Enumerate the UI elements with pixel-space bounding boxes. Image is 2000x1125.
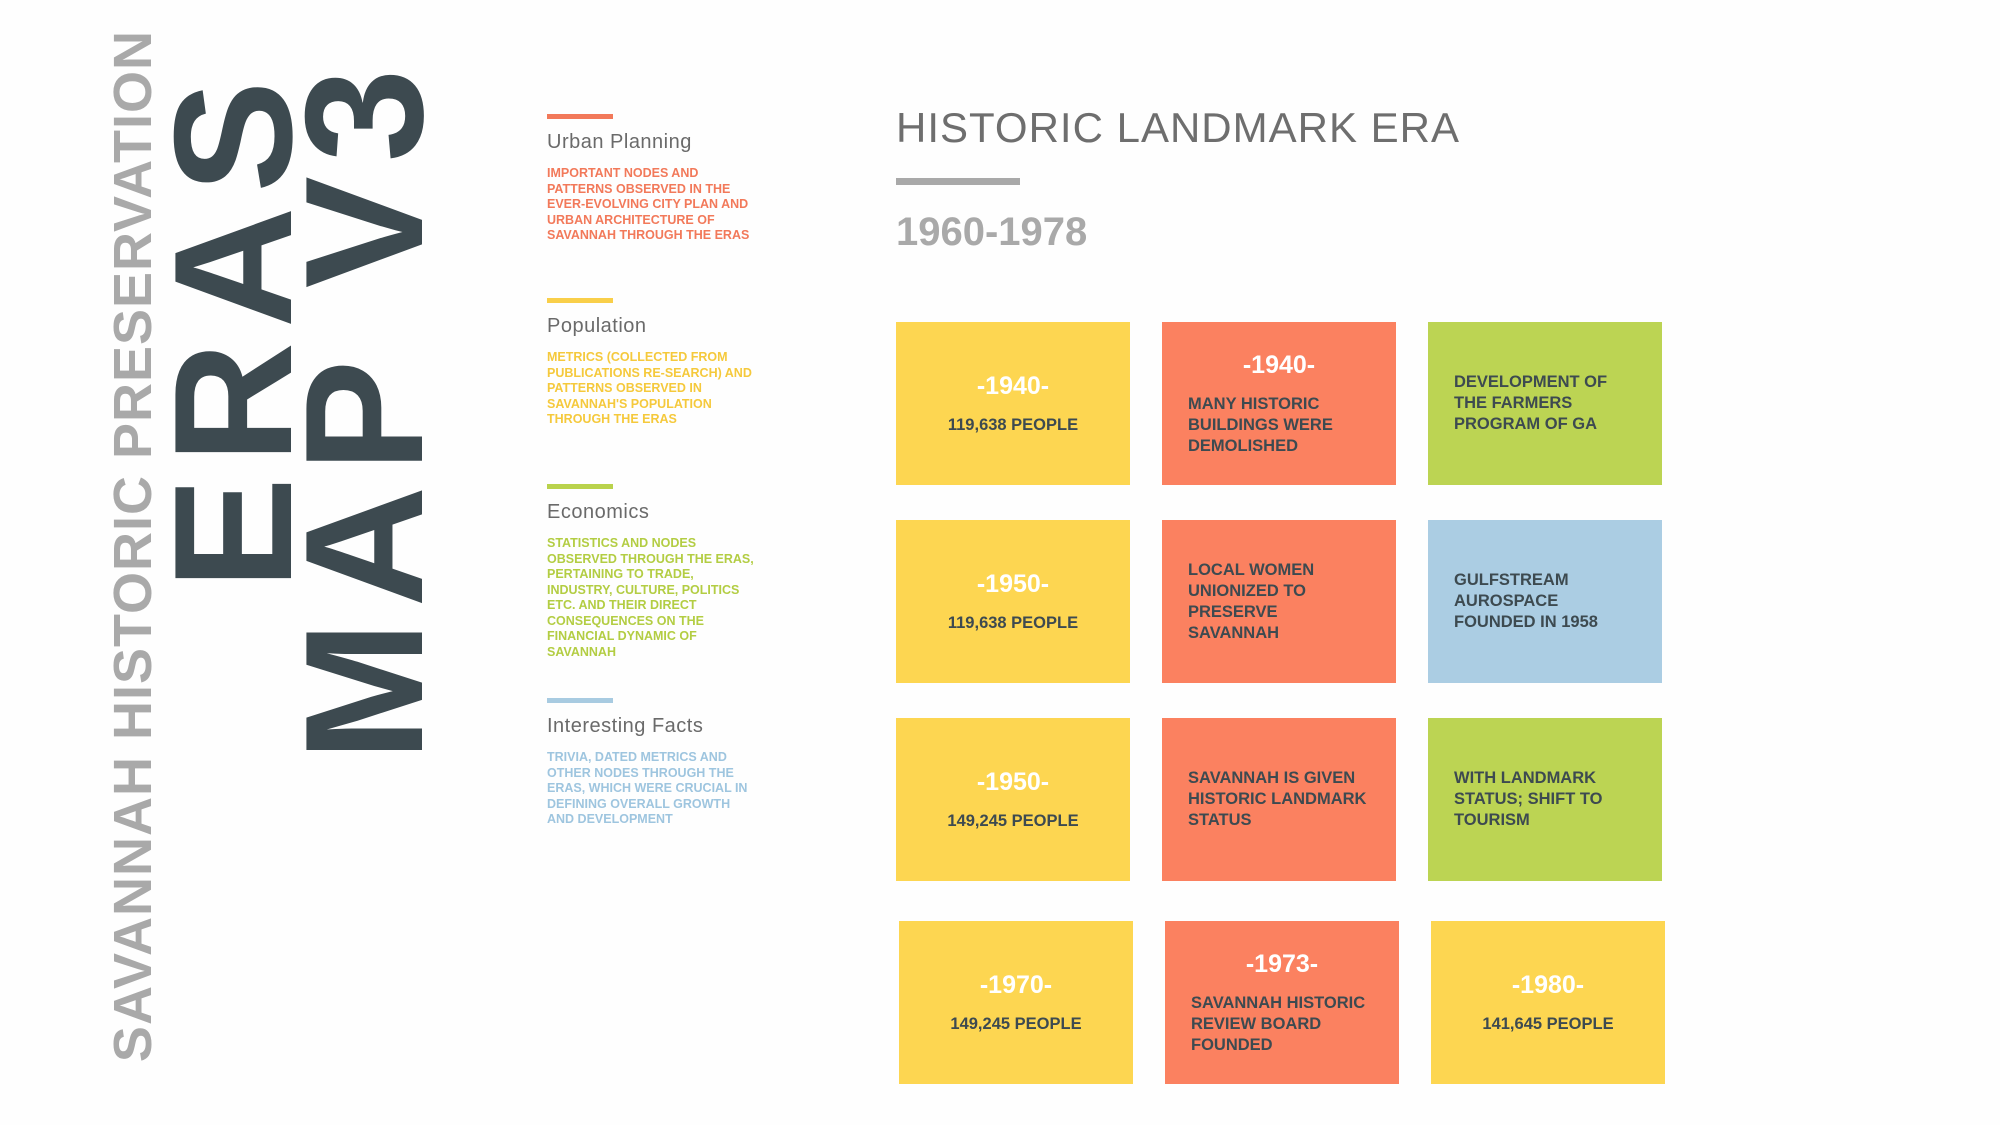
- tile-text: 119,638 PEOPLE: [947, 613, 1079, 632]
- main-title-map-v3: MAP V3: [270, 54, 458, 762]
- tile-population-1950: -1950- 119,638 PEOPLE: [896, 520, 1130, 683]
- tile-text: LOCAL WOMEN UNIONIZED TO PRESERVE SAVANN…: [1188, 560, 1315, 642]
- legend-urban-planning: Urban Planning IMPORTANT NODES AND PATTE…: [547, 114, 757, 244]
- tile-year: -1950-: [976, 767, 1050, 796]
- legend-color-bar: [547, 484, 613, 489]
- tile-economics-tourism: WITH LANDMARK STATUS; SHIFT TO TOURISM: [1428, 718, 1662, 881]
- tile-population-1970: -1970- 149,245 PEOPLE: [899, 921, 1133, 1084]
- tile-text: SAVANNAH HISTORIC REVIEW BOARD FOUNDED: [1191, 993, 1366, 1054]
- tile-text: DEVELOPMENT OF THE FARMERS PROGRAM OF GA: [1454, 373, 1608, 433]
- tile-year: -1970-: [979, 970, 1053, 999]
- tile-population-1950b: -1950- 149,245 PEOPLE: [896, 718, 1130, 881]
- legend-heading: Population: [547, 315, 647, 337]
- tile-text: MANY HISTORIC BUILDINGS WERE DEMOLISHED: [1188, 394, 1333, 455]
- legend-description: METRICS (COLLECTED FROM PUBLICATIONS RE-…: [547, 350, 752, 426]
- legend-population: Population METRICS (COLLECTED FROM PUBLI…: [547, 298, 757, 428]
- tile-population-1980: -1980- 141,645 PEOPLE: [1431, 921, 1665, 1084]
- tile-urban-women-union: LOCAL WOMEN UNIONIZED TO PRESERVE SAVANN…: [1162, 520, 1396, 683]
- tile-text: GULFSTREAM AUROSPACE FOUNDED IN 1958: [1454, 571, 1598, 631]
- tile-urban-landmark-status: SAVANNAH IS GIVEN HISTORIC LANDMARK STAT…: [1162, 718, 1396, 881]
- tile-year: -1940-: [976, 371, 1050, 400]
- legend-description: IMPORTANT NODES AND PATTERNS OBSERVED IN…: [547, 166, 750, 242]
- legend-heading: Interesting Facts: [547, 715, 704, 737]
- tile-urban-1940: -1940- MANY HISTORIC BUILDINGS WERE DEMO…: [1162, 322, 1396, 485]
- legend-color-bar: [547, 698, 613, 703]
- legend-interesting-facts: Interesting Facts TRIVIA, DATED METRICS …: [547, 698, 757, 828]
- tile-text: SAVANNAH IS GIVEN HISTORIC LANDMARK STAT…: [1188, 769, 1367, 829]
- tile-urban-1973: -1973- SAVANNAH HISTORIC REVIEW BOARD FO…: [1165, 921, 1399, 1084]
- tile-year: -1940-: [1242, 350, 1316, 379]
- tile-text: 141,645 PEOPLE: [1482, 1014, 1614, 1033]
- tile-year: -1980-: [1511, 970, 1585, 999]
- era-date-range: 1960-1978: [896, 210, 1088, 254]
- tile-economics-farmers: DEVELOPMENT OF THE FARMERS PROGRAM OF GA: [1428, 322, 1662, 485]
- tile-population-1940: -1940- 119,638 PEOPLE: [896, 322, 1130, 485]
- legend-color-bar: [547, 298, 613, 303]
- tile-text: 149,245 PEOPLE: [947, 811, 1079, 830]
- tile-year: -1950-: [976, 569, 1050, 598]
- era-title: HISTORIC LANDMARK ERA: [896, 104, 1460, 151]
- legend-heading: Urban Planning: [547, 131, 692, 153]
- tile-text: 149,245 PEOPLE: [950, 1014, 1082, 1033]
- tile-text: 119,638 PEOPLE: [947, 415, 1079, 434]
- tile-year: -1973-: [1245, 949, 1319, 978]
- legend-color-bar: [547, 114, 613, 119]
- legend-economics: Economics STATISTICS AND NODES OBSERVED …: [547, 484, 757, 660]
- legend-description: STATISTICS AND NODES OBSERVED THROUGH TH…: [547, 536, 754, 659]
- tile-fact-gulfstream: GULFSTREAM AUROSPACE FOUNDED IN 1958: [1428, 520, 1662, 683]
- era-title-underline: [896, 178, 1020, 185]
- legend-heading: Economics: [547, 501, 650, 523]
- tile-text: WITH LANDMARK STATUS; SHIFT TO TOURISM: [1454, 769, 1603, 829]
- legend-description: TRIVIA, DATED METRICS AND OTHER NODES TH…: [547, 750, 748, 826]
